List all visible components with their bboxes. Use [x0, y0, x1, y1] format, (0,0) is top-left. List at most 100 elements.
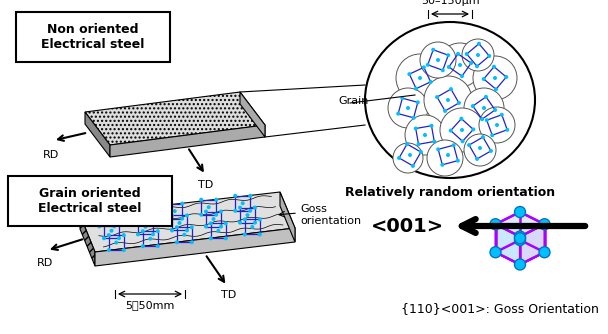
Circle shape	[165, 216, 169, 220]
Circle shape	[102, 236, 106, 240]
Polygon shape	[496, 240, 545, 265]
Circle shape	[419, 150, 423, 154]
Text: Non oriented
Electrical steel: Non oriented Electrical steel	[41, 23, 145, 51]
Circle shape	[440, 163, 444, 167]
Circle shape	[207, 205, 211, 209]
Circle shape	[233, 194, 237, 198]
Circle shape	[413, 127, 418, 131]
Circle shape	[105, 217, 109, 221]
Circle shape	[471, 104, 475, 108]
Circle shape	[460, 117, 463, 121]
Circle shape	[400, 96, 404, 100]
Circle shape	[253, 220, 257, 224]
Circle shape	[146, 220, 150, 224]
Polygon shape	[80, 192, 295, 252]
Circle shape	[405, 142, 409, 146]
Polygon shape	[496, 212, 545, 236]
Circle shape	[416, 142, 421, 146]
Circle shape	[214, 213, 218, 217]
Circle shape	[143, 225, 148, 229]
Circle shape	[447, 65, 451, 69]
Polygon shape	[496, 224, 520, 265]
Circle shape	[204, 224, 208, 228]
Circle shape	[393, 143, 423, 173]
Circle shape	[178, 221, 182, 225]
Circle shape	[473, 56, 517, 100]
Text: 50–150μm: 50–150μm	[421, 0, 479, 6]
Polygon shape	[80, 215, 95, 266]
Circle shape	[480, 117, 484, 121]
Text: <001>: <001>	[371, 216, 444, 235]
Circle shape	[117, 236, 121, 240]
Circle shape	[136, 232, 140, 236]
Circle shape	[476, 53, 480, 57]
Circle shape	[429, 124, 434, 128]
Circle shape	[482, 77, 486, 81]
Circle shape	[514, 231, 525, 242]
Circle shape	[151, 217, 155, 221]
Circle shape	[243, 232, 247, 236]
Circle shape	[514, 259, 525, 270]
Circle shape	[514, 234, 525, 245]
Circle shape	[190, 225, 194, 229]
Circle shape	[122, 233, 126, 237]
Circle shape	[514, 206, 525, 217]
Text: 5～50mm: 5～50mm	[125, 300, 174, 310]
Circle shape	[514, 233, 525, 244]
Circle shape	[405, 115, 445, 155]
Circle shape	[148, 237, 152, 241]
Circle shape	[467, 143, 471, 147]
Polygon shape	[85, 112, 110, 157]
Circle shape	[109, 229, 114, 233]
Circle shape	[429, 80, 433, 84]
Circle shape	[397, 156, 401, 160]
Circle shape	[117, 221, 121, 225]
Circle shape	[182, 233, 186, 237]
Circle shape	[224, 236, 228, 240]
Circle shape	[436, 58, 440, 62]
Circle shape	[485, 118, 489, 122]
Circle shape	[396, 54, 444, 102]
Circle shape	[471, 127, 475, 131]
Circle shape	[180, 202, 184, 206]
Circle shape	[248, 194, 252, 198]
Text: Grain: Grain	[338, 96, 368, 106]
Circle shape	[248, 209, 252, 213]
Circle shape	[204, 209, 208, 213]
Circle shape	[396, 112, 400, 116]
Circle shape	[457, 101, 461, 105]
Circle shape	[199, 198, 203, 202]
Circle shape	[479, 107, 515, 143]
Circle shape	[209, 236, 213, 240]
Polygon shape	[280, 192, 295, 242]
Circle shape	[424, 76, 472, 124]
Text: {110}<001>: Goss Orientation: {110}<001>: Goss Orientation	[401, 302, 599, 315]
Circle shape	[504, 75, 508, 79]
Circle shape	[440, 108, 484, 152]
Circle shape	[388, 88, 428, 128]
Circle shape	[458, 63, 462, 67]
Circle shape	[411, 164, 415, 168]
Circle shape	[482, 106, 486, 110]
Circle shape	[212, 217, 215, 221]
Circle shape	[484, 95, 488, 99]
Polygon shape	[110, 125, 265, 157]
Circle shape	[477, 42, 481, 46]
Circle shape	[146, 205, 150, 209]
Circle shape	[243, 217, 247, 221]
Circle shape	[214, 198, 218, 202]
Circle shape	[209, 221, 213, 225]
Circle shape	[487, 54, 491, 58]
Circle shape	[102, 221, 106, 225]
Circle shape	[492, 65, 496, 69]
Text: Relatively random orientation: Relatively random orientation	[345, 186, 555, 199]
Ellipse shape	[365, 22, 535, 178]
Circle shape	[420, 42, 456, 78]
Text: TD: TD	[221, 290, 237, 300]
Circle shape	[438, 43, 482, 87]
Circle shape	[151, 232, 155, 236]
Circle shape	[490, 247, 501, 258]
Circle shape	[131, 205, 135, 209]
Polygon shape	[95, 228, 295, 266]
Circle shape	[246, 213, 249, 217]
